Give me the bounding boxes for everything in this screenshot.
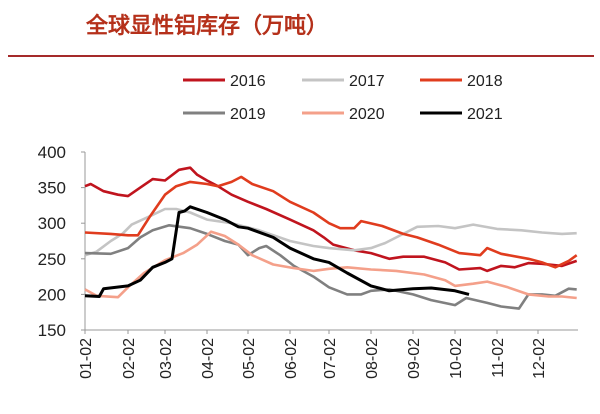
title-divider (8, 55, 594, 57)
x-tick-label: 03-02 (158, 338, 175, 379)
x-tick-label: 08-02 (364, 338, 381, 379)
x-tick-label: 01-02 (78, 338, 95, 379)
x-tick-label: 02-02 (121, 338, 138, 379)
x-tick-label: 04-02 (200, 338, 217, 379)
y-tick-label: 300 (38, 214, 66, 233)
series-line-2021 (84, 205, 470, 298)
x-tick-label: 09-02 (406, 338, 423, 379)
legend-label-2020: 2020 (349, 106, 385, 123)
legend-label-2019: 2019 (230, 106, 266, 123)
y-tick-label: 200 (38, 285, 66, 304)
x-tick-label: 11-02 (490, 338, 507, 378)
legend-label-2018: 2018 (467, 73, 503, 90)
series-line-2017 (84, 207, 577, 257)
y-tick-label: 350 (38, 179, 66, 198)
legend-label-2021: 2021 (467, 106, 503, 123)
x-tick-label: 07-02 (322, 338, 339, 379)
series-line-2018 (84, 175, 578, 269)
y-tick-label: 150 (38, 321, 66, 340)
x-tick-label: 06-02 (283, 338, 300, 379)
y-tick-label: 400 (38, 143, 66, 162)
series-line-2016 (84, 166, 578, 273)
chart-title: 全球显性铝库存（万吨） (86, 14, 329, 39)
legend-label-2017: 2017 (349, 73, 385, 90)
y-tick-label: 250 (38, 250, 66, 269)
x-tick-label: 12-02 (531, 338, 548, 379)
x-tick-label: 10-02 (448, 338, 465, 379)
legend-label-2016: 2016 (230, 73, 266, 90)
x-tick-label: 05-02 (241, 338, 258, 379)
